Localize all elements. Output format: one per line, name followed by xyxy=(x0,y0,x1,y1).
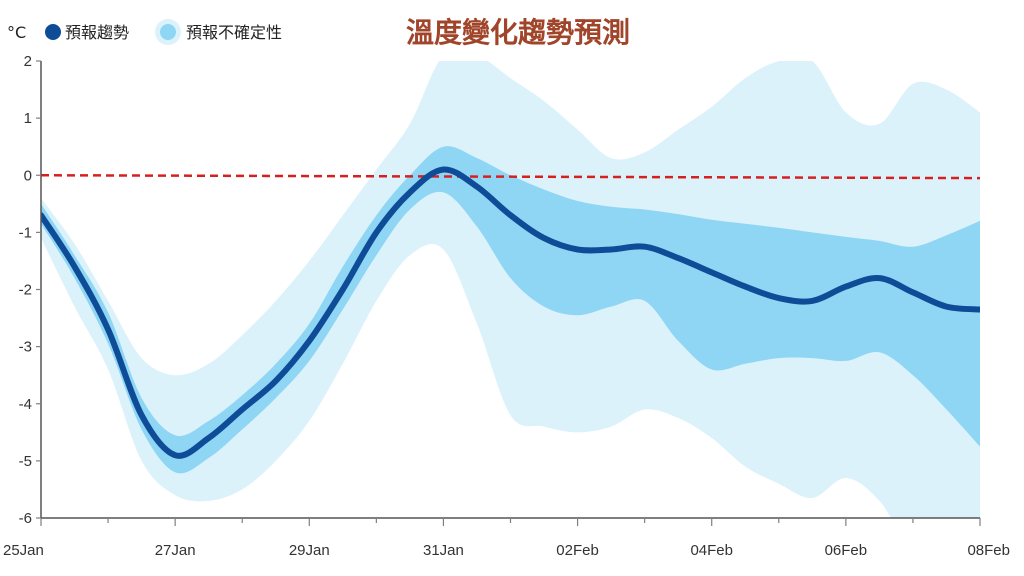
outer-uncertainty-band xyxy=(41,61,980,518)
legend-trend-marker xyxy=(45,24,61,40)
x-tick-label: 31Jan xyxy=(423,542,464,559)
y-tick-label: 0 xyxy=(24,167,32,184)
y-tick-label: -4 xyxy=(19,396,32,413)
y-tick-label: -3 xyxy=(19,339,32,356)
legend-trend-label: 預報趨勢 xyxy=(65,23,129,42)
x-tick-label: 29Jan xyxy=(289,542,330,559)
y-tick-label: -1 xyxy=(19,224,32,241)
x-tick-label: 02Feb xyxy=(556,542,599,559)
chart-title: 溫度變化趨勢預測 xyxy=(406,16,630,49)
forecast-trend-line xyxy=(41,166,980,459)
x-tick-label: 25Jan xyxy=(3,542,44,559)
x-tick-label: 27Jan xyxy=(155,542,196,559)
y-tick-label: 1 xyxy=(24,110,32,127)
x-tick-label: 08Feb xyxy=(967,542,1010,559)
y-tick-label: 2 xyxy=(24,53,32,70)
legend: °C 預報趨勢 預報不確定性 xyxy=(7,19,282,45)
zero-reference-line xyxy=(41,174,980,180)
x-tick-label: 04Feb xyxy=(690,542,733,559)
inner-uncertainty-band xyxy=(41,146,980,474)
x-tick-label: 06Feb xyxy=(825,542,868,559)
y-tick-label: -2 xyxy=(19,282,32,299)
y-tick-label: -6 xyxy=(19,510,32,527)
y-unit-label: °C xyxy=(7,23,26,42)
y-tick-label: -5 xyxy=(19,453,32,470)
axes: 2 1 0 -1 -2 -3 -4 -5 -6 25Jan 27Jan 29Jan 31Jan 02Fe… xyxy=(3,53,1010,559)
legend-uncertainty-marker-inner xyxy=(160,24,176,40)
legend-uncertainty-label: 預報不確定性 xyxy=(186,23,282,42)
